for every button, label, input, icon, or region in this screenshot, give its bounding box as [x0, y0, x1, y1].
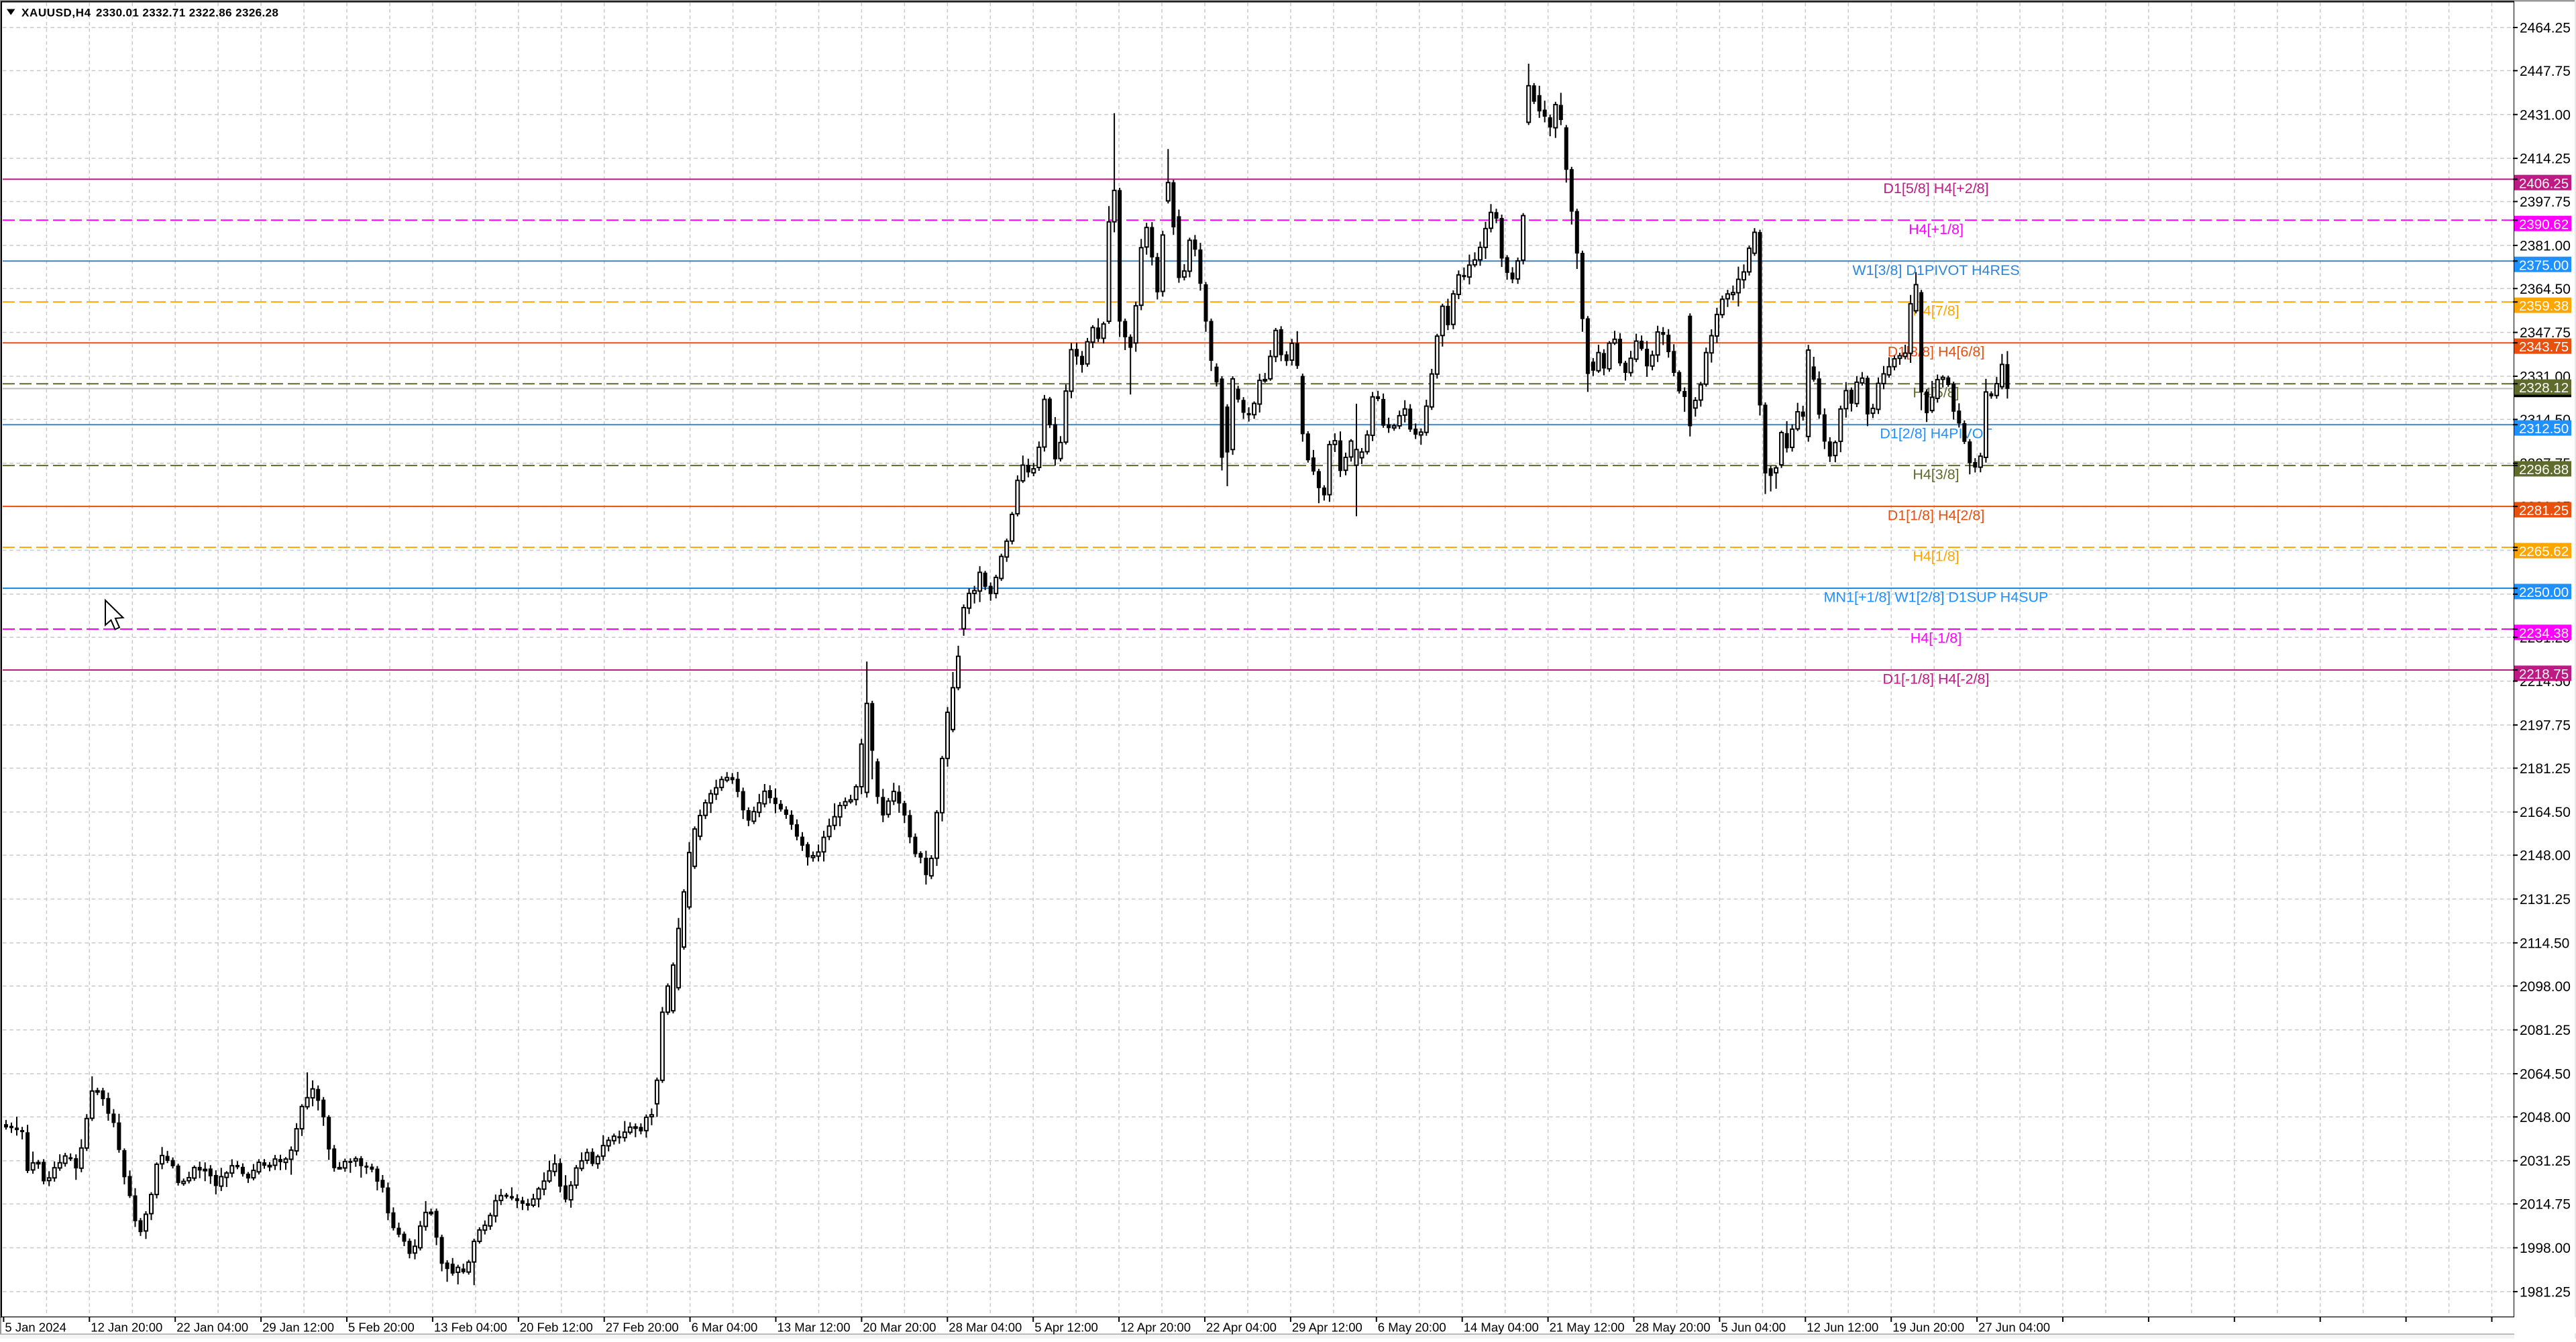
- svg-text:29 Apr 12:00: 29 Apr 12:00: [1292, 1321, 1362, 1335]
- svg-text:5 Jan 2024: 5 Jan 2024: [5, 1321, 66, 1335]
- svg-text:2281.25: 2281.25: [2519, 503, 2569, 518]
- svg-text:2014.75: 2014.75: [2520, 1197, 2571, 1213]
- svg-text:5 Jun 04:00: 5 Jun 04:00: [1721, 1321, 1786, 1335]
- svg-text:5 Feb 20:00: 5 Feb 20:00: [348, 1321, 415, 1335]
- svg-text:2181.25: 2181.25: [2520, 761, 2571, 777]
- svg-text:12 Apr 20:00: 12 Apr 20:00: [1120, 1321, 1191, 1335]
- svg-text:2197.75: 2197.75: [2520, 718, 2571, 734]
- svg-text:12 Jan 20:00: 12 Jan 20:00: [91, 1321, 162, 1335]
- svg-text:2397.75: 2397.75: [2520, 194, 2571, 210]
- svg-text:2164.50: 2164.50: [2520, 805, 2571, 820]
- svg-text:H4[1/8]: H4[1/8]: [1913, 549, 1959, 565]
- svg-text:6 Mar 04:00: 6 Mar 04:00: [692, 1321, 758, 1335]
- svg-text:D1[1/8] H4[2/8]: D1[1/8] H4[2/8]: [1888, 508, 1985, 524]
- svg-text:D1[-1/8] H4[-2/8]: D1[-1/8] H4[-2/8]: [1883, 671, 1990, 687]
- svg-text:2447.75: 2447.75: [2520, 64, 2571, 79]
- svg-text:2031.25: 2031.25: [2520, 1154, 2571, 1169]
- svg-text:2406.25: 2406.25: [2519, 176, 2569, 191]
- svg-text:H4[-1/8]: H4[-1/8]: [1911, 630, 1962, 647]
- svg-text:13 Mar 12:00: 13 Mar 12:00: [777, 1321, 851, 1335]
- svg-text:12 Jun 12:00: 12 Jun 12:00: [1807, 1321, 1878, 1335]
- svg-text:2064.50: 2064.50: [2520, 1067, 2571, 1082]
- svg-text:28 May 20:00: 28 May 20:00: [1635, 1321, 1711, 1335]
- svg-text:2375.00: 2375.00: [2519, 258, 2569, 273]
- svg-text:2381.00: 2381.00: [2520, 238, 2571, 254]
- svg-text:2328.12: 2328.12: [2519, 380, 2569, 396]
- svg-text:2364.50: 2364.50: [2520, 282, 2571, 297]
- svg-text:5 Apr 12:00: 5 Apr 12:00: [1034, 1321, 1098, 1335]
- svg-text:1998.00: 1998.00: [2520, 1241, 2571, 1256]
- svg-text:W1[3/8] D1PIVOT H4RES: W1[3/8] D1PIVOT H4RES: [1852, 262, 2019, 278]
- svg-text:21 May 12:00: 21 May 12:00: [1550, 1321, 1625, 1335]
- svg-text:13 Feb 04:00: 13 Feb 04:00: [434, 1321, 507, 1335]
- svg-text:2081.25: 2081.25: [2520, 1023, 2571, 1038]
- svg-text:XAUUSD,H4: XAUUSD,H4: [21, 7, 91, 19]
- svg-text:28 Mar 04:00: 28 Mar 04:00: [949, 1321, 1022, 1335]
- svg-text:2431.00: 2431.00: [2520, 107, 2571, 123]
- svg-text:D1[3/8] H4[6/8]: D1[3/8] H4[6/8]: [1888, 344, 1985, 360]
- svg-text:2131.25: 2131.25: [2520, 892, 2571, 907]
- svg-text:22 Apr 04:00: 22 Apr 04:00: [1206, 1321, 1277, 1335]
- svg-text:6 May 20:00: 6 May 20:00: [1378, 1321, 1446, 1335]
- svg-text:D1[5/8] H4[+2/8]: D1[5/8] H4[+2/8]: [1883, 180, 1988, 197]
- svg-text:2359.38: 2359.38: [2519, 298, 2569, 314]
- svg-text:2098.00: 2098.00: [2520, 979, 2571, 995]
- svg-text:2464.25: 2464.25: [2520, 21, 2571, 36]
- svg-text:20 Feb 12:00: 20 Feb 12:00: [520, 1321, 593, 1335]
- svg-text:MN1[+1/8] W1[2/8] D1SUP H4SUP: MN1[+1/8] W1[2/8] D1SUP H4SUP: [1824, 590, 2049, 606]
- svg-text:2312.50: 2312.50: [2519, 421, 2569, 437]
- svg-text:2250.00: 2250.00: [2519, 585, 2569, 600]
- svg-text:20 Mar 20:00: 20 Mar 20:00: [863, 1321, 936, 1335]
- svg-text:2234.38: 2234.38: [2519, 626, 2569, 641]
- svg-text:29 Jan 12:00: 29 Jan 12:00: [262, 1321, 334, 1335]
- svg-text:2330.01 2332.71 2322.86 2326.2: 2330.01 2332.71 2322.86 2326.28: [96, 7, 278, 19]
- svg-text:2048.00: 2048.00: [2520, 1110, 2571, 1125]
- svg-text:22 Jan 04:00: 22 Jan 04:00: [176, 1321, 248, 1335]
- svg-text:14 May 04:00: 14 May 04:00: [1464, 1321, 1539, 1335]
- svg-text:2114.50: 2114.50: [2520, 936, 2569, 951]
- svg-text:2296.88: 2296.88: [2519, 462, 2569, 478]
- svg-text:27 Jun 04:00: 27 Jun 04:00: [1978, 1321, 2050, 1335]
- svg-text:H4[3/8]: H4[3/8]: [1913, 467, 1959, 483]
- svg-text:2343.75: 2343.75: [2519, 339, 2569, 355]
- svg-text:D1[2/8] H4PIVOT: D1[2/8] H4PIVOT: [1880, 426, 1992, 442]
- svg-text:1981.25: 1981.25: [2520, 1284, 2571, 1300]
- svg-text:27 Feb 20:00: 27 Feb 20:00: [606, 1321, 679, 1335]
- svg-text:2347.75: 2347.75: [2520, 325, 2571, 341]
- svg-text:2218.75: 2218.75: [2519, 667, 2569, 682]
- svg-text:19 Jun 20:00: 19 Jun 20:00: [1892, 1321, 1964, 1335]
- svg-text:2148.00: 2148.00: [2520, 848, 2571, 864]
- svg-text:2390.62: 2390.62: [2519, 217, 2569, 232]
- svg-text:2414.25: 2414.25: [2520, 152, 2571, 167]
- svg-text:2265.62: 2265.62: [2519, 544, 2569, 559]
- svg-text:H4[+1/8]: H4[+1/8]: [1909, 221, 1964, 237]
